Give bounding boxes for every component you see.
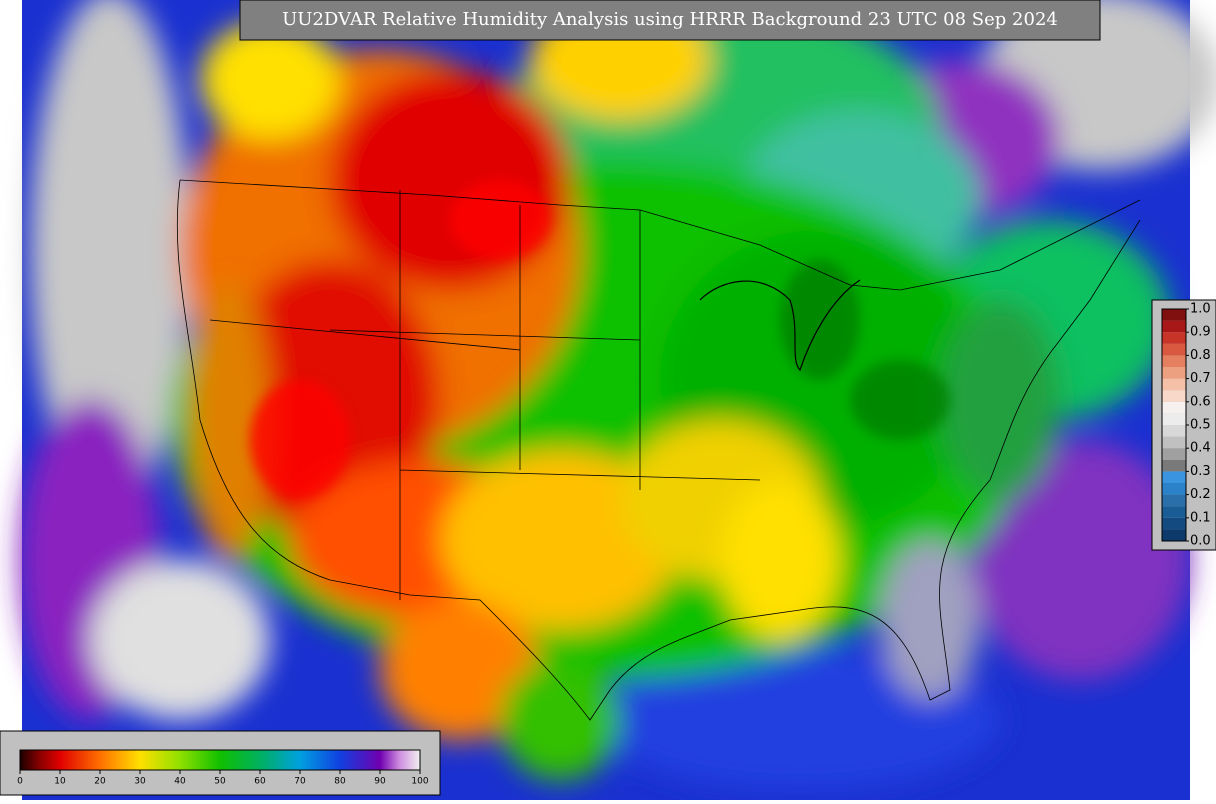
obs-tick-label: 0.7	[1190, 371, 1211, 386]
obs-colorbar-segment	[1162, 483, 1186, 495]
humidity-tick-label: 70	[294, 777, 306, 787]
humidity-tick-label: 100	[411, 777, 428, 787]
obs-tick-label: 0.8	[1190, 348, 1211, 363]
obs-colorbar-segment	[1162, 517, 1186, 530]
obs-tick-label: 0.6	[1190, 394, 1211, 409]
obs-tick-label: 0.0	[1190, 534, 1211, 549]
obs-tick-label: 0.4	[1190, 441, 1211, 456]
map-title: UU2DVAR Relative Humidity Analysis using…	[282, 9, 1058, 30]
humidity-tick-label: 60	[254, 777, 266, 787]
obs-colorbar-segment	[1162, 390, 1186, 402]
obs-colorbar-segment	[1162, 529, 1186, 541]
obs-colorbar-segment	[1162, 459, 1186, 472]
obs-colorbar-segment	[1162, 425, 1186, 437]
obs-colorbar-segment	[1162, 332, 1186, 344]
obs-colorbar-segment	[1162, 448, 1186, 460]
obs-tick-label: 0.5	[1190, 418, 1211, 433]
humidity-tick-label: 50	[214, 777, 226, 787]
humidity-tick-label: 40	[174, 777, 186, 787]
obs-colorbar-segment	[1162, 343, 1186, 356]
obs-colorbar-segment	[1162, 494, 1186, 507]
obs-colorbar-segment	[1162, 506, 1186, 518]
humidity-tick-label: 10	[54, 777, 66, 787]
obs-tick-label: 0.3	[1190, 464, 1211, 479]
humidity-tick-label: 20	[94, 777, 106, 787]
humidity-tick-label: 30	[134, 777, 146, 787]
obs-colorbar-segment	[1162, 309, 1186, 321]
obs-colorbar-segment	[1162, 401, 1186, 414]
obs-colorbar-segment	[1162, 355, 1186, 367]
humidity-tick-label: 80	[334, 777, 346, 787]
obs-colorbar-segment	[1162, 413, 1186, 425]
obs-tick-label: 1.0	[1190, 302, 1211, 317]
humidity-tick-label: 90	[374, 777, 386, 787]
humidity-tick-label: 0	[17, 777, 23, 787]
map	[20, 0, 1216, 800]
obs-tick-label: 0.9	[1190, 325, 1211, 340]
obs-colorbar-segment	[1162, 378, 1186, 391]
obs-colorbar	[1161, 308, 1187, 542]
obs-colorbar-segment	[1162, 367, 1186, 379]
obs-tick-label: 0.2	[1190, 487, 1211, 502]
obs-tick-label: 0.1	[1190, 510, 1211, 525]
obs-colorbar-segment	[1162, 471, 1186, 483]
obs-colorbar-segment	[1162, 320, 1186, 333]
humidity-colorbar	[19, 749, 421, 771]
obs-colorbar-segment	[1162, 436, 1186, 449]
title-box	[239, 0, 1101, 41]
